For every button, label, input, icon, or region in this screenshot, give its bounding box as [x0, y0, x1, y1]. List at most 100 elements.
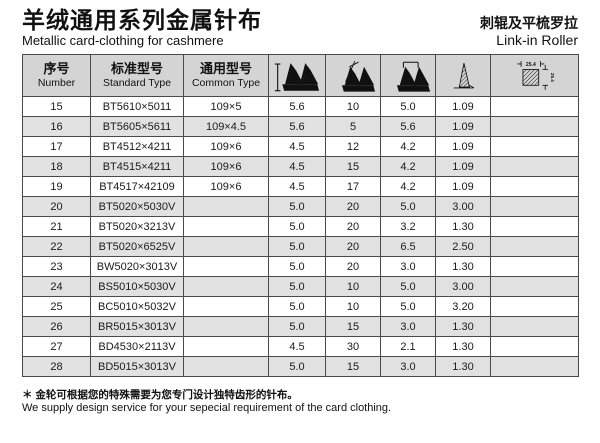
table-cell — [490, 256, 579, 278]
dim-label-right: 25.4 — [549, 72, 554, 81]
table-cell: BT4512×4211 — [90, 136, 184, 158]
table-row: 17 BT4512×4211 109×6 4.5 12 4.2 1.09 — [22, 136, 579, 158]
table-cell: 10 — [325, 276, 381, 298]
table-cell: BT5020×5030V — [90, 196, 184, 218]
row-number-cell: 20 — [22, 196, 91, 218]
table-cell: 15 — [325, 356, 381, 378]
table-row: 22 BT5020×6525V 5.0 20 6.5 2.50 — [22, 236, 579, 258]
row-number-cell: 28 — [22, 356, 91, 378]
table-body: 15 BT5610×5011 109×5 5.6 10 5.0 1.09 16 BT5605×5… — [22, 96, 579, 378]
table-row: 19 BT4517×42109 109×6 4.5 17 4.2 1.09 — [22, 176, 579, 198]
row-number-cell: 25 — [22, 296, 91, 318]
table-row: 20 BT5020×5030V 5.0 20 5.0 3.00 — [22, 196, 579, 218]
table-cell — [490, 96, 579, 118]
table-cell: 2.1 — [380, 336, 436, 358]
catalog-page: 羊绒通用系列金属针布 Metallic card-clothing for ca… — [0, 7, 600, 443]
table-cell: BW5020×3013V — [90, 256, 184, 278]
table-row: 27 BD4530×2113V 4.5 30 2.1 1.30 — [22, 336, 579, 358]
row-number-cell: 19 — [22, 176, 91, 198]
table-cell: 17 — [325, 176, 381, 198]
table-row: 26 BR5015×3013V 5.0 15 3.0 1.30 — [22, 316, 579, 338]
points-per-square-inch-icon: 25.4 25.4 — [516, 60, 554, 90]
col-number-en: Number — [37, 77, 76, 90]
col-point-density: 25.4 25.4 — [490, 54, 579, 98]
col-standard-type: 标准型号 Standard Type — [90, 54, 184, 98]
table-cell — [183, 316, 269, 338]
col-tooth-height — [268, 54, 326, 98]
table-cell: 3.0 — [380, 356, 436, 378]
table-cell — [490, 156, 579, 178]
table-row: 21 BT5020×3213V 5.0 20 3.2 1.30 — [22, 216, 579, 238]
row-number-cell: 16 — [22, 116, 91, 138]
tooth-base-width-icon — [453, 62, 475, 88]
table-row: 16 BT5605×5611 109×4.5 5.6 5 5.6 1.09 — [22, 116, 579, 138]
row-number-cell: 24 — [22, 276, 91, 298]
table-cell — [490, 356, 579, 378]
table-cell: 3.2 — [380, 216, 436, 238]
table-cell: 5.6 — [380, 116, 436, 138]
table-cell: BC5010×5032V — [90, 296, 184, 318]
page-title-zh: 羊绒通用系列金属针布 — [22, 7, 262, 33]
table-cell: 5 — [325, 116, 381, 138]
table-cell: 109×6 — [183, 156, 269, 178]
table-cell: 5.0 — [268, 296, 326, 318]
table-cell: 109×5 — [183, 96, 269, 118]
col-number: 序号 Number — [22, 54, 91, 98]
table-cell — [183, 216, 269, 238]
table-cell: 20 — [325, 196, 381, 218]
col-tooth-angle — [325, 54, 381, 98]
table-row: 18 BT4515×4211 109×6 4.5 15 4.2 1.09 — [22, 156, 579, 178]
row-number-cell: 23 — [22, 256, 91, 278]
col-common-type-zh: 通用型号 — [199, 61, 252, 77]
col-common-type-en: Common Type — [191, 77, 261, 90]
footnote-en: We supply design service for your sepeci… — [22, 402, 392, 415]
table-cell: 5.0 — [268, 196, 326, 218]
tooth-front-angle-icon — [341, 60, 376, 92]
table-cell: 1.09 — [435, 116, 491, 138]
table-cell: 1.30 — [435, 256, 491, 278]
table-cell: 6.5 — [380, 236, 436, 258]
table-cell: BT5605×5611 — [90, 116, 184, 138]
table-cell: 5.0 — [268, 236, 326, 258]
table-cell: 1.30 — [435, 356, 491, 378]
table-cell: 12 — [325, 136, 381, 158]
table-cell — [183, 196, 269, 218]
table-cell: 1.09 — [435, 156, 491, 178]
table-cell: 5.0 — [268, 316, 326, 338]
table-cell: 20 — [325, 216, 381, 238]
table-cell: 15 — [325, 316, 381, 338]
table-cell: 1.09 — [435, 136, 491, 158]
table-cell: 5.6 — [268, 96, 326, 118]
table-cell — [490, 136, 579, 158]
table-header: 序号 Number 标准型号 Standard Type 通用型号 Common… — [22, 54, 579, 98]
footnote: ＊ 金轮可根据您的特殊需要为您专门设计独特齿形的针布。 We supply de… — [22, 388, 578, 416]
table-cell: 4.2 — [380, 136, 436, 158]
table-cell: BT5610×5011 — [90, 96, 184, 118]
table-cell — [183, 296, 269, 318]
table-cell: 2.50 — [435, 236, 491, 258]
col-tooth-pitch — [380, 54, 436, 98]
table-cell: 4.2 — [380, 156, 436, 178]
row-number-cell: 18 — [22, 156, 91, 178]
table-cell: 4.5 — [268, 136, 326, 158]
table-cell: BD4530×2113V — [90, 336, 184, 358]
table-cell: 1.09 — [435, 96, 491, 118]
table-cell: 1.09 — [435, 176, 491, 198]
table-cell: 5.0 — [268, 256, 326, 278]
table-cell: BT4517×42109 — [90, 176, 184, 198]
table-row: 15 BT5610×5011 109×5 5.6 10 5.0 1.09 — [22, 96, 579, 118]
table-cell — [490, 276, 579, 298]
table-cell — [490, 336, 579, 358]
table-cell: 20 — [325, 256, 381, 278]
table-cell — [183, 236, 269, 258]
table-cell: 4.2 — [380, 176, 436, 198]
table-cell — [490, 196, 579, 218]
table-cell: 5.0 — [268, 276, 326, 298]
table-cell — [183, 256, 269, 278]
product-title-zh: 刺辊及平梳罗拉 — [480, 14, 578, 31]
table-row: 25 BC5010×5032V 5.0 10 5.0 3.20 — [22, 296, 579, 318]
col-standard-type-en: Standard Type — [102, 77, 172, 90]
row-number-cell: 22 — [22, 236, 91, 258]
table-cell: 1.30 — [435, 216, 491, 238]
table-cell: 15 — [325, 156, 381, 178]
